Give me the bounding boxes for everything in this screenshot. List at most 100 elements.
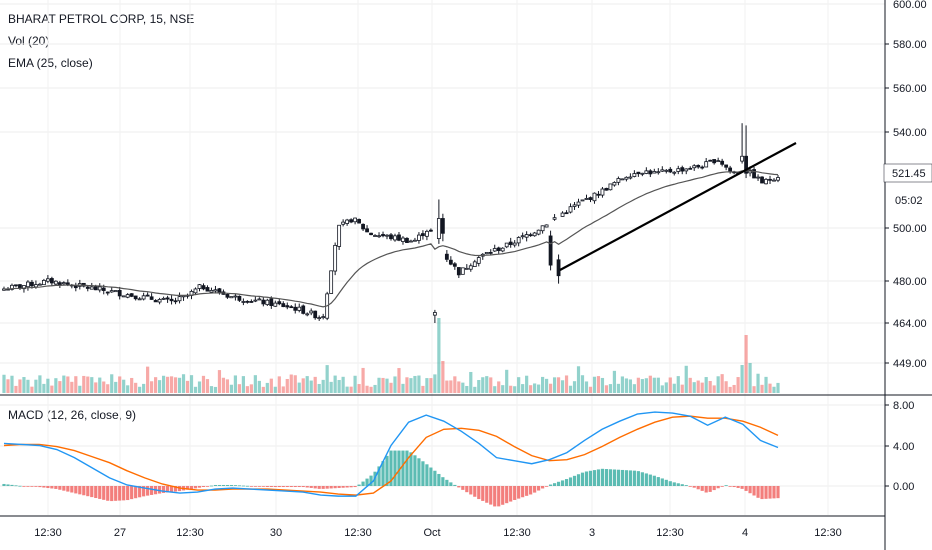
candle-body bbox=[41, 279, 46, 286]
candle-body bbox=[656, 171, 661, 174]
volume-bar bbox=[712, 385, 716, 393]
volume-bar bbox=[209, 386, 214, 393]
candle-body bbox=[30, 281, 34, 287]
volume-bar bbox=[34, 379, 38, 393]
volume-bar bbox=[489, 377, 493, 393]
volume-bar bbox=[181, 374, 186, 393]
candle-body bbox=[113, 290, 118, 293]
price-candles bbox=[2, 123, 780, 323]
volume-bar bbox=[325, 365, 329, 393]
candle-body bbox=[644, 170, 649, 174]
volume-bar bbox=[445, 380, 449, 393]
volume-bar bbox=[233, 375, 238, 393]
volume-bar bbox=[533, 383, 537, 393]
candle-body bbox=[129, 293, 134, 297]
candle-body bbox=[692, 165, 697, 169]
macd-histogram-bar bbox=[273, 486, 277, 488]
volume-bar bbox=[525, 375, 529, 393]
candle-body bbox=[337, 224, 342, 247]
macd-histogram-bar bbox=[106, 486, 110, 501]
macd-histogram-bar bbox=[449, 482, 453, 486]
volume-bar bbox=[273, 386, 277, 393]
macd-histogram-bar bbox=[213, 484, 218, 486]
candle-body bbox=[421, 233, 425, 237]
macd-panel bbox=[2, 411, 780, 507]
candle-body bbox=[425, 230, 429, 237]
volume-bar bbox=[193, 386, 198, 393]
macd-histogram-bar bbox=[150, 486, 154, 495]
macd-histogram-bar bbox=[82, 486, 86, 496]
volume-bar bbox=[154, 377, 158, 393]
macd-histogram-bar bbox=[34, 486, 38, 487]
macd-histogram-bar bbox=[201, 486, 206, 487]
candle-body bbox=[516, 237, 521, 244]
volume-bar bbox=[6, 379, 10, 393]
candle-body bbox=[61, 282, 66, 285]
volume-bar bbox=[377, 377, 381, 393]
candle-body bbox=[636, 171, 641, 175]
candle-body bbox=[265, 299, 270, 306]
ema-legend[interactable]: EMA (25, close) bbox=[8, 56, 93, 70]
volume-bar bbox=[126, 385, 130, 393]
candle-body bbox=[365, 228, 369, 233]
volume-bar bbox=[217, 370, 222, 393]
candle-body bbox=[616, 178, 621, 183]
volume-bar bbox=[313, 376, 317, 393]
candle-body bbox=[716, 160, 721, 163]
volume-bar bbox=[688, 377, 692, 393]
volume-bar bbox=[157, 380, 162, 393]
macd-histogram-bar bbox=[385, 455, 389, 486]
candle-body bbox=[588, 197, 593, 200]
volume-bar bbox=[66, 376, 70, 393]
candle-body bbox=[448, 259, 453, 265]
macd-histogram-bar bbox=[465, 486, 469, 493]
macd-histogram-bar bbox=[668, 481, 672, 486]
macd-histogram-bar bbox=[357, 484, 361, 486]
macd-histogram-bar bbox=[138, 486, 142, 498]
volume-bar bbox=[425, 378, 429, 393]
volume-bar bbox=[652, 377, 656, 393]
candle-body bbox=[225, 294, 230, 298]
current-price-label: 521.45 bbox=[892, 168, 926, 180]
macd-histogram-bar bbox=[90, 486, 94, 498]
candle-body bbox=[53, 280, 58, 285]
candle-body bbox=[293, 306, 298, 311]
symbol-legend[interactable]: BHARAT PETROL CORP, 15, NSE bbox=[8, 12, 195, 26]
volume-bar bbox=[700, 382, 704, 393]
volume-bar bbox=[768, 383, 772, 393]
macd-histogram-bar bbox=[437, 473, 441, 486]
candle-body bbox=[38, 283, 42, 286]
macd-histogram-bar bbox=[38, 486, 42, 488]
volume-bar bbox=[70, 381, 74, 393]
macd-histogram-bar bbox=[321, 486, 325, 489]
volume-bar bbox=[744, 335, 748, 393]
candle-body bbox=[572, 204, 577, 207]
candle-body bbox=[660, 169, 665, 172]
candle-body bbox=[14, 284, 18, 287]
macd-histogram-bar bbox=[377, 466, 381, 486]
macd-histogram-bar bbox=[70, 486, 74, 493]
macd-histogram-bar bbox=[102, 486, 106, 500]
macd-histogram-bar bbox=[381, 461, 385, 486]
macd-histogram-bar bbox=[349, 486, 353, 488]
macd-histogram-bar bbox=[26, 486, 30, 487]
candle-body bbox=[357, 219, 361, 224]
macd-legend[interactable]: MACD (12, 26, close, 9) bbox=[8, 408, 137, 422]
macd-tick-label: 0.00 bbox=[893, 481, 914, 493]
candle-body bbox=[385, 234, 389, 237]
macd-histogram-bar bbox=[604, 469, 609, 486]
volume-bar bbox=[632, 384, 636, 393]
candle-body bbox=[173, 300, 178, 303]
candle-body bbox=[548, 235, 553, 266]
volume-bar bbox=[596, 376, 601, 393]
volume-bar bbox=[197, 381, 202, 393]
trendline[interactable] bbox=[559, 142, 797, 271]
volume-bar bbox=[592, 376, 597, 393]
volume-bar bbox=[413, 375, 417, 393]
volume-bar bbox=[269, 378, 273, 393]
volume-bar bbox=[293, 375, 297, 393]
volume-bar bbox=[556, 377, 561, 393]
volume-bar bbox=[740, 365, 744, 393]
candle-body bbox=[117, 290, 122, 297]
